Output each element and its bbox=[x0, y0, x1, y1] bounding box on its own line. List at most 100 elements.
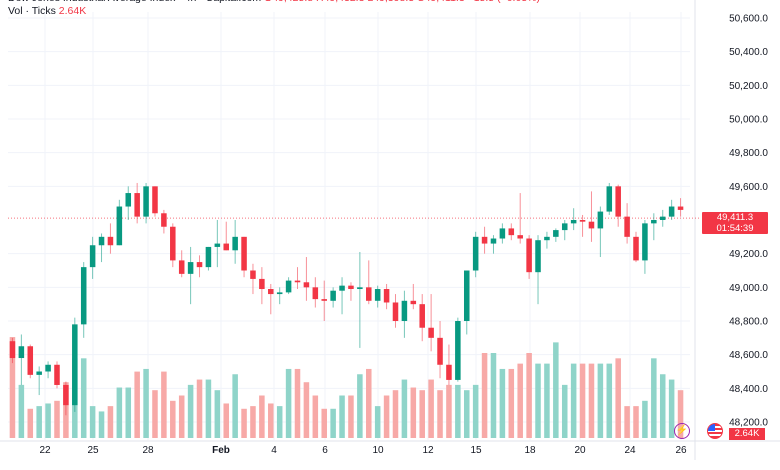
candle-body bbox=[624, 216, 630, 237]
candle-body bbox=[18, 346, 25, 359]
volume-bar bbox=[446, 384, 452, 438]
candle-body bbox=[205, 246, 212, 268]
volume-bar bbox=[134, 371, 140, 438]
volume-bar bbox=[659, 374, 666, 438]
candle-body bbox=[526, 238, 532, 273]
candle-body bbox=[268, 289, 274, 295]
volume-bar bbox=[535, 363, 541, 438]
candle-body bbox=[374, 289, 381, 301]
volume-bar bbox=[437, 390, 443, 438]
candle-body bbox=[294, 280, 301, 283]
candle-body bbox=[366, 287, 372, 301]
candle-body bbox=[463, 270, 470, 321]
volume-bar bbox=[107, 406, 114, 438]
candle-body bbox=[348, 285, 354, 290]
candle-body bbox=[134, 193, 140, 217]
candle-body bbox=[187, 262, 194, 274]
volume-bar bbox=[490, 353, 497, 438]
x-axis-label: Feb bbox=[212, 445, 230, 456]
volume-bar bbox=[187, 384, 194, 438]
candle-body bbox=[668, 206, 675, 217]
y-axis-label: 48,400.0 bbox=[729, 384, 768, 395]
candle-body bbox=[659, 216, 666, 220]
us-flag-icon[interactable] bbox=[707, 423, 723, 439]
candle-body bbox=[419, 304, 425, 328]
volume-bar bbox=[472, 384, 479, 438]
candle-body bbox=[410, 300, 417, 305]
y-axis-label: 49,000.0 bbox=[729, 283, 768, 294]
volume-bar bbox=[303, 382, 310, 438]
volume-bar bbox=[481, 353, 488, 438]
volume-bar bbox=[312, 395, 319, 438]
volume-bar bbox=[642, 400, 648, 438]
volume-bar bbox=[606, 363, 613, 438]
candle-body bbox=[285, 280, 292, 293]
volume-bar bbox=[214, 390, 221, 438]
x-axis-label: 18 bbox=[524, 445, 536, 456]
candle-body bbox=[437, 337, 443, 365]
candle-body bbox=[214, 243, 221, 247]
lightning-icon[interactable]: ⚡ bbox=[674, 423, 690, 439]
candle-body bbox=[357, 287, 363, 290]
volume-bar bbox=[597, 363, 604, 438]
bar-countdown: 01:54:39 bbox=[716, 223, 754, 234]
volume-bar bbox=[526, 353, 532, 438]
candle-body bbox=[303, 282, 310, 288]
volume-bar bbox=[570, 363, 577, 438]
volume-bar bbox=[285, 368, 292, 438]
volume-bar bbox=[579, 363, 586, 438]
volume-bar bbox=[98, 411, 105, 438]
volume-bar bbox=[276, 406, 283, 438]
candle-body bbox=[178, 260, 185, 274]
volume-bar bbox=[178, 395, 185, 438]
volume-bar bbox=[268, 403, 274, 438]
x-axis-label: 22 bbox=[39, 445, 51, 456]
volume-bar bbox=[321, 408, 327, 438]
candle-body bbox=[472, 236, 479, 271]
x-axis-label: 15 bbox=[470, 445, 482, 456]
volume-bar bbox=[205, 379, 212, 438]
volume-bar bbox=[45, 403, 51, 438]
y-axis-label: 50,000.0 bbox=[729, 115, 768, 126]
candle-body bbox=[223, 243, 230, 251]
volume-bar bbox=[223, 403, 230, 438]
candle-body bbox=[392, 302, 399, 321]
volume-bar bbox=[89, 406, 96, 438]
candle-body bbox=[63, 384, 69, 406]
candle-body bbox=[446, 364, 452, 380]
candle-body bbox=[490, 238, 497, 244]
candle-body bbox=[401, 300, 408, 321]
x-axis-label: 24 bbox=[624, 445, 636, 456]
last-price: 49,411.3 bbox=[716, 212, 754, 223]
y-axis-label: 48,800.0 bbox=[729, 317, 768, 328]
volume-bar bbox=[544, 363, 550, 438]
ohlc-values: O49,425.8 H49,432.3 L49,398.3 C49,411.3 … bbox=[264, 0, 540, 4]
volume-bar bbox=[401, 379, 408, 438]
candle-body bbox=[651, 220, 657, 224]
symbol-title: Dow Jones Industrial Average Index · 4h … bbox=[8, 0, 261, 4]
volume-bar bbox=[561, 384, 568, 438]
candle-body bbox=[89, 245, 96, 268]
candle-body bbox=[588, 221, 595, 229]
volume-bar bbox=[410, 387, 417, 438]
candle-body bbox=[321, 299, 327, 301]
volume-value: 2.64K bbox=[58, 5, 87, 17]
candle-body bbox=[143, 186, 149, 217]
volume-bar bbox=[374, 406, 381, 438]
volume-bar bbox=[339, 395, 345, 438]
candle-body bbox=[677, 206, 684, 210]
volume-bar bbox=[196, 379, 203, 438]
volume-tag: 2.64K bbox=[729, 428, 765, 440]
candle-body bbox=[36, 371, 42, 375]
x-axis-label: 20 bbox=[574, 445, 586, 456]
volume-bar bbox=[624, 406, 630, 438]
y-axis-label: 49,800.0 bbox=[729, 148, 768, 159]
volume-bar bbox=[125, 387, 132, 438]
candle-body bbox=[152, 186, 158, 214]
volume-bar bbox=[241, 408, 247, 438]
volume-bar bbox=[392, 390, 399, 438]
candle-body bbox=[80, 267, 87, 325]
y-axis-label: 49,200.0 bbox=[729, 249, 768, 260]
y-axis-label: 48,600.0 bbox=[729, 350, 768, 361]
